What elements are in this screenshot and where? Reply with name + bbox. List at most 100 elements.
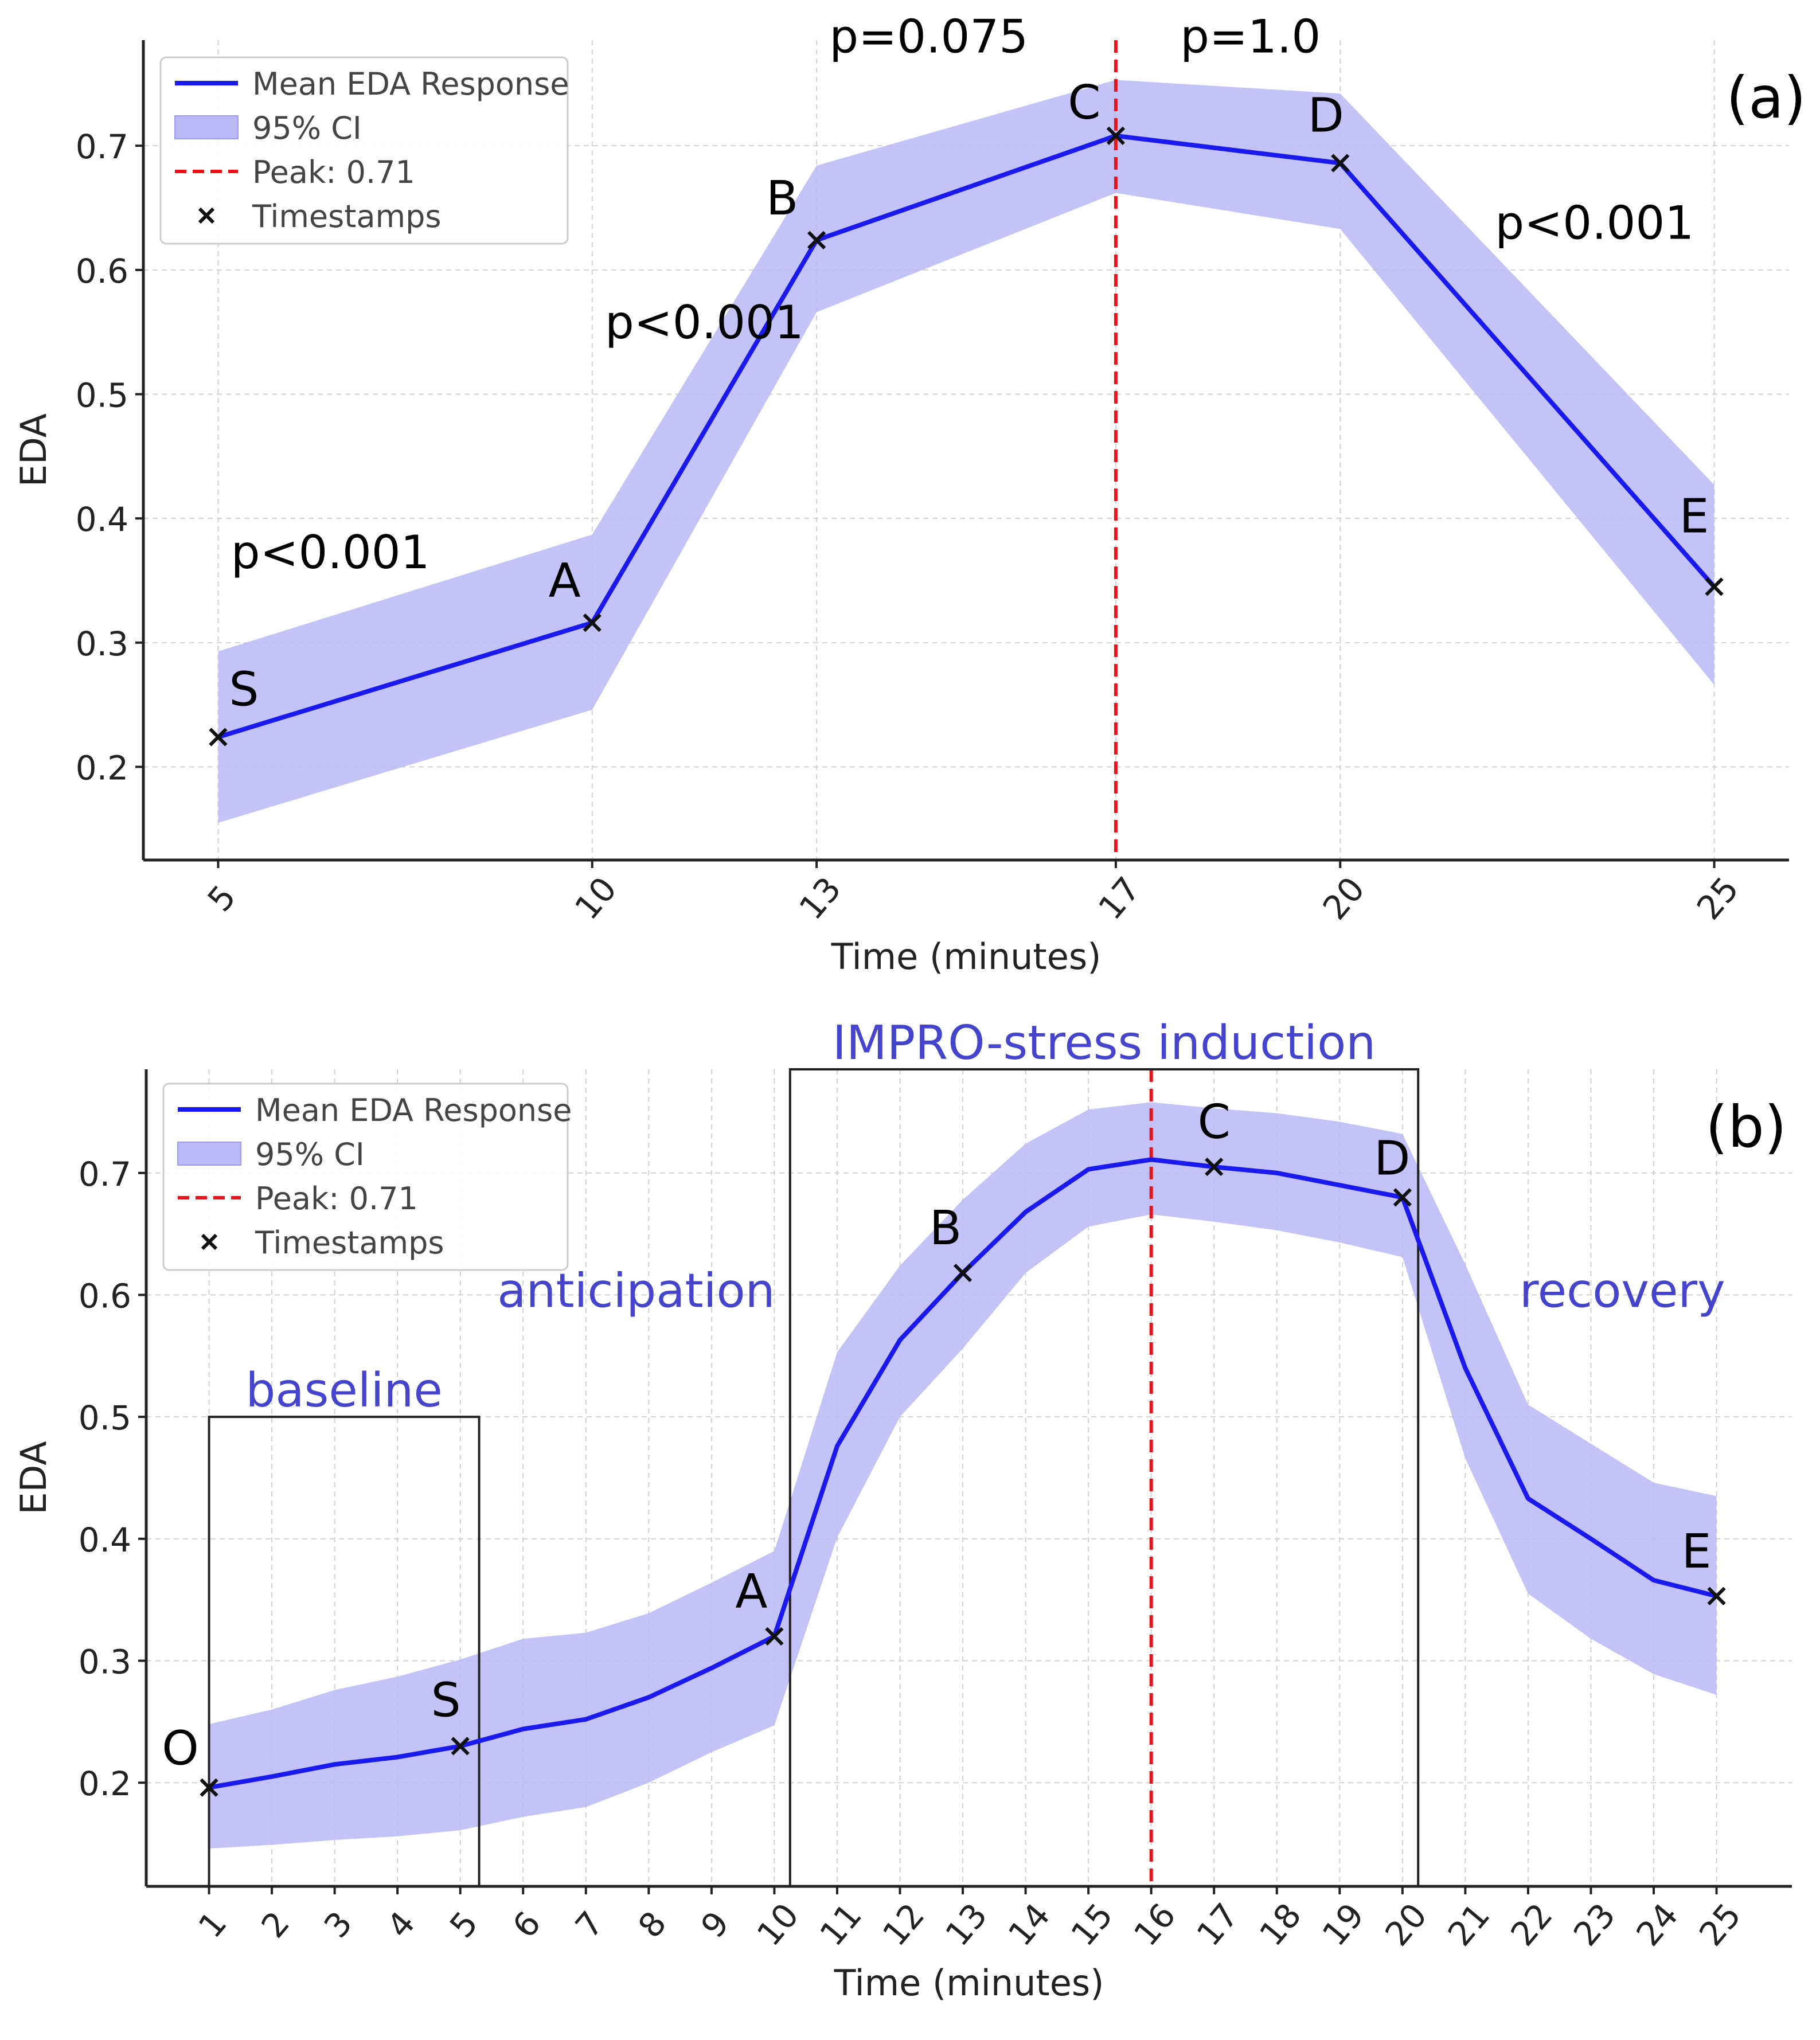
timestamp-marker bbox=[583, 613, 602, 632]
x-tick-label: 6 bbox=[505, 1904, 549, 1945]
x-tick-label: 17 bbox=[1091, 870, 1148, 927]
timestamp-label: C bbox=[1198, 1095, 1231, 1150]
y-tick-label: 0.2 bbox=[76, 749, 128, 788]
timestamp-label: C bbox=[1068, 76, 1100, 130]
timestamp-marker bbox=[1106, 126, 1126, 145]
x-tick-label: 25 bbox=[1692, 1896, 1749, 1953]
legend-a: Mean EDA Response 95% CI Peak: 0.71 Timesta… bbox=[159, 56, 569, 245]
timestamp-label: B bbox=[929, 1201, 962, 1256]
legend-box bbox=[159, 56, 569, 245]
x-tick-label: 4 bbox=[379, 1904, 423, 1945]
panel-b: baseline IMPRO-stress induction O S A B C D E 0… bbox=[13, 1016, 1792, 2004]
x-tick-label: 21 bbox=[1440, 1896, 1498, 1953]
x-tick-label: 25 bbox=[1689, 870, 1747, 927]
x-tick-label: 24 bbox=[1628, 1896, 1686, 1953]
x-tick-label: 10 bbox=[567, 870, 624, 927]
y-tick-label: 0.7 bbox=[79, 1155, 131, 1194]
timestamp-label: S bbox=[229, 663, 259, 717]
x-tick-label: 15 bbox=[1064, 1896, 1121, 1953]
y-tick-label: 0.6 bbox=[79, 1276, 131, 1315]
x-tick-label: 13 bbox=[938, 1896, 995, 1953]
timestamp-marker bbox=[1205, 1158, 1224, 1177]
timestamp-marker bbox=[1705, 577, 1724, 596]
annotation-text: p<0.001 bbox=[605, 296, 804, 349]
ci-band-a bbox=[218, 80, 1714, 823]
x-tick-label: 19 bbox=[1315, 1896, 1372, 1953]
panel-label-b: (b) bbox=[1705, 1093, 1787, 1160]
legend-b: Mean EDA Response 95% CI Peak: 0.71 Timesta… bbox=[162, 1082, 572, 1271]
y-tick-label: 0.2 bbox=[79, 1764, 131, 1803]
timestamp-marker bbox=[1393, 1188, 1412, 1207]
y-tick-label: 0.6 bbox=[76, 252, 128, 291]
timestamp-markers-a: S A B C D E bbox=[209, 76, 1724, 747]
timestamp-label: O bbox=[162, 1722, 199, 1776]
ci-band bbox=[218, 80, 1714, 823]
x-tick-label: 13 bbox=[791, 870, 849, 927]
timestamp-label: D bbox=[1374, 1131, 1410, 1186]
y-tick-label: 0.3 bbox=[79, 1643, 131, 1682]
x-tick-label: 22 bbox=[1503, 1896, 1560, 1953]
timestamp-marker bbox=[209, 728, 228, 747]
legend-label: Mean EDA Response bbox=[252, 66, 569, 102]
timestamp-label: B bbox=[766, 171, 798, 226]
phase-label: baseline bbox=[245, 1363, 442, 1418]
y-tick-label: 0.5 bbox=[79, 1398, 131, 1437]
timestamp-label: E bbox=[1682, 1525, 1712, 1579]
legend-box bbox=[162, 1082, 569, 1271]
timestamp-label: A bbox=[735, 1565, 767, 1619]
legend-label: Timestamps bbox=[255, 1225, 444, 1261]
timestamp-marker bbox=[451, 1737, 470, 1756]
x-tick-label: 5 bbox=[442, 1904, 486, 1945]
annotations-a: p<0.001 p<0.001 p=0.075 p=1.0 p<0.001 bbox=[231, 10, 1694, 579]
mean-line bbox=[217, 133, 1716, 740]
x-tick-label: 2 bbox=[253, 1904, 297, 1945]
timestamp-marker bbox=[1331, 154, 1350, 173]
timestamp-label: A bbox=[549, 554, 581, 608]
panel-a: S A B C D E 0.2 0.3 0.4 0.5 0.6 0.7 5 10 13 17 20 25 Time… bbox=[13, 10, 1806, 978]
x-tick-label: 7 bbox=[568, 1904, 611, 1945]
x-tick-label: 14 bbox=[1001, 1896, 1058, 1953]
x-tick-label: 11 bbox=[812, 1896, 869, 1953]
timestamp-marker bbox=[1707, 1586, 1726, 1605]
legend-band-swatch bbox=[177, 1142, 241, 1166]
y-tick-label: 0.7 bbox=[76, 127, 128, 166]
ci-band bbox=[209, 1102, 1717, 1849]
y-axis-label: EDA bbox=[13, 1441, 54, 1514]
x-axis-label: Time (minutes) bbox=[834, 1962, 1104, 2004]
annotation-text: p=0.075 bbox=[829, 10, 1028, 64]
y-tick-label: 0.3 bbox=[76, 624, 128, 663]
timestamp-marker bbox=[807, 230, 826, 249]
x-tick-label: 9 bbox=[693, 1904, 737, 1945]
timestamp-label: S bbox=[431, 1673, 461, 1728]
annotation-text: p<0.001 bbox=[231, 526, 430, 579]
annotations-b: anticipation recovery bbox=[497, 1264, 1725, 1319]
y-tick-label: 0.4 bbox=[79, 1521, 131, 1560]
legend-band-swatch bbox=[174, 115, 239, 139]
y-axis-label: EDA bbox=[13, 413, 54, 487]
legend-label: Peak: 0.71 bbox=[252, 154, 415, 190]
y-tick-label: 0.4 bbox=[76, 500, 128, 539]
x-tick-label: 18 bbox=[1252, 1896, 1309, 1953]
mean-line-a bbox=[217, 133, 1716, 740]
annotation-text: recovery bbox=[1520, 1264, 1725, 1319]
timestamp-marker bbox=[200, 1778, 218, 1797]
legend-label: 95% CI bbox=[255, 1136, 365, 1173]
x-tick-label: 5 bbox=[200, 878, 244, 919]
legend-label: Peak: 0.71 bbox=[255, 1181, 418, 1217]
timestamp-label: D bbox=[1308, 89, 1344, 143]
phase-label: IMPRO-stress induction bbox=[833, 1016, 1376, 1070]
x-tick-label: 1 bbox=[191, 1904, 235, 1945]
legend-marker-swatch bbox=[201, 1233, 218, 1250]
x-tick-label: 23 bbox=[1566, 1896, 1623, 1953]
timestamp-marker bbox=[953, 1264, 973, 1283]
timestamp-markers-b: O S A B C D E bbox=[162, 1095, 1726, 1797]
x-tick-label: 17 bbox=[1189, 1896, 1247, 1953]
ci-band-b bbox=[209, 1102, 1717, 1849]
timestamp-marker bbox=[765, 1627, 784, 1646]
x-tick-label: 8 bbox=[631, 1904, 674, 1945]
annotation-text: p<0.001 bbox=[1495, 197, 1694, 250]
x-tick-label: 3 bbox=[317, 1904, 360, 1945]
legend-label: Mean EDA Response bbox=[255, 1092, 572, 1128]
x-tick-label: 20 bbox=[1315, 870, 1373, 927]
